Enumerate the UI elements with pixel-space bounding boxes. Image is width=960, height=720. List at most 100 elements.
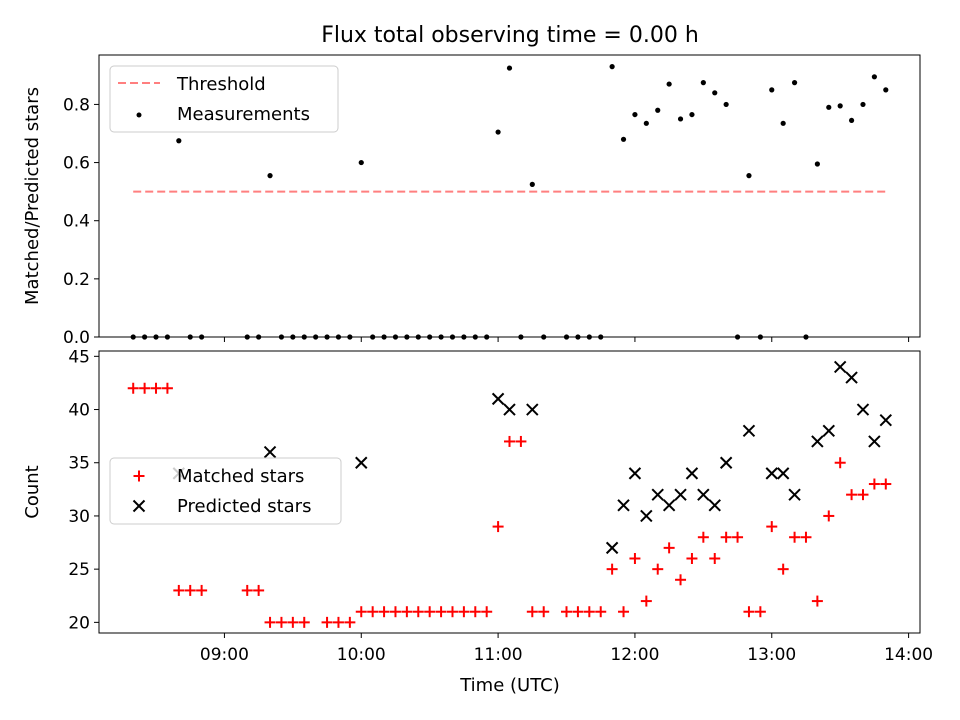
- predicted-star-point: [503, 403, 516, 416]
- predicted-star-point-b: [708, 499, 721, 512]
- predicted-star-point: [856, 403, 870, 416]
- bottom-x-tick-label: 12:00: [610, 645, 659, 665]
- matched-star-point: [857, 489, 869, 501]
- measurement-point: [826, 104, 832, 110]
- predicted-star-point-b: [868, 435, 881, 448]
- matched-star-point: [561, 606, 573, 618]
- legend-matched-swatch: [133, 470, 145, 482]
- measurement-point: [632, 111, 638, 118]
- matched-star-point: [811, 595, 823, 607]
- matched-star-point: [640, 595, 652, 607]
- predicted-star-point: [822, 424, 835, 438]
- predicted-star-point-b: [845, 371, 858, 384]
- matched-star-point: [127, 382, 139, 394]
- bottom-y-tick-label: 40: [68, 401, 90, 421]
- measurement-point: [883, 87, 889, 93]
- matched-star-point: [583, 606, 595, 618]
- legend-predicted-marker: [132, 499, 146, 513]
- matched-star-point: [344, 616, 356, 628]
- matched-star-point: [538, 606, 550, 618]
- measurement-point: [529, 181, 535, 187]
- matched-star-point: [880, 478, 892, 490]
- bottom-axes-frame: [98, 350, 921, 634]
- matched-star-point: [504, 435, 515, 447]
- predicted-star-point-b: [674, 488, 687, 501]
- matched-star-point: [298, 616, 310, 628]
- measurement-point: [848, 117, 855, 124]
- matched-star-point: [789, 531, 801, 543]
- predicted-star-point-b: [685, 467, 699, 480]
- bottom-x-tick-label: 13:00: [747, 645, 796, 665]
- matched-star-point: [481, 606, 493, 618]
- matched-star-point: [401, 606, 413, 618]
- matched-star-point: [720, 531, 732, 543]
- bottom-panel: 20 25 30 35 40 45 09:00 10:00 11:00 12:00 13:00 14…: [22, 347, 933, 696]
- measurement-point: [643, 120, 649, 126]
- bottom-y-tick-label: 20: [68, 613, 90, 633]
- bottom-x-tick-label: 11:00: [474, 645, 523, 665]
- measurement-point: [677, 116, 684, 122]
- matched-star-point: [469, 606, 481, 618]
- top-y-axis-label: Matched/Predicted stars: [22, 87, 43, 305]
- matched-star-point: [492, 521, 504, 533]
- predicted-star-point: [868, 435, 881, 448]
- bottom-legend: Matched stars Predicted stars: [109, 457, 342, 525]
- predicted-star-point-b: [628, 467, 642, 480]
- predicted-star-point-b: [617, 499, 630, 512]
- matched-star-point: [275, 616, 287, 628]
- predicted-star-point-b: [811, 435, 824, 448]
- top-y-tick-label: 0.6: [63, 154, 90, 174]
- predicted-star-point: [708, 499, 721, 512]
- measurement-point: [700, 80, 706, 86]
- matched-star-point: [241, 584, 253, 596]
- matched-star-point: [378, 606, 390, 618]
- legend-predicted-swatch: [132, 499, 146, 513]
- matched-star-point: [150, 382, 162, 394]
- bottom-x-tick-label: 10:00: [337, 645, 386, 665]
- legend-measurements-label: Measurements: [177, 104, 310, 125]
- matched-star-point: [686, 553, 698, 565]
- x-axis-label: Time (UTC): [459, 675, 560, 696]
- measurement-point: [655, 107, 661, 113]
- matched-star-point: [663, 542, 675, 554]
- matched-star-point: [606, 563, 618, 575]
- chart-title: Flux total observing time = 0.00 h: [321, 23, 699, 48]
- predicted-star-point-b: [355, 456, 368, 469]
- predicted-star-point-b: [742, 424, 756, 438]
- matched-star-point: [846, 489, 858, 501]
- matched-star-point: [173, 584, 185, 596]
- matched-star-point: [446, 606, 458, 618]
- predicted-star-point-b: [776, 467, 790, 480]
- predicted-star-point: [355, 456, 368, 469]
- matched-star-point: [389, 606, 401, 618]
- matched-star-point: [196, 584, 208, 596]
- predicted-star-point: [685, 467, 699, 480]
- predicted-star-point: [811, 435, 824, 448]
- matched-star-point: [777, 563, 789, 575]
- measurement-point: [267, 173, 273, 179]
- matched-star-point: [321, 616, 333, 628]
- measurement-point: [723, 101, 729, 108]
- legend-measurements-swatch: [136, 112, 142, 118]
- bottom-x-tick-label: 14:00: [884, 645, 933, 665]
- measurement-point: [780, 120, 786, 126]
- predicted-star-point-b: [263, 445, 277, 459]
- matched-star-point: [367, 606, 379, 618]
- matched-star-point: [868, 478, 880, 490]
- predicted-star-point: [788, 488, 801, 501]
- matched-star-point: [287, 616, 299, 628]
- measurement-point: [837, 103, 843, 109]
- matched-star-point: [652, 563, 664, 575]
- measurement-point: [689, 111, 695, 118]
- predicted-star-point-b: [856, 403, 870, 416]
- matched-star-point: [458, 606, 470, 618]
- matched-star-point: [743, 606, 755, 618]
- matched-star-point: [618, 606, 630, 618]
- predicted-star-point: [765, 467, 778, 480]
- measurement-point: [358, 159, 364, 166]
- matched-star-point: [709, 553, 721, 565]
- predicted-star-point-b: [833, 360, 847, 374]
- predicted-star-point: [845, 371, 858, 384]
- top-axes-frame: [98, 54, 921, 338]
- predicted-star-point-b: [491, 392, 505, 406]
